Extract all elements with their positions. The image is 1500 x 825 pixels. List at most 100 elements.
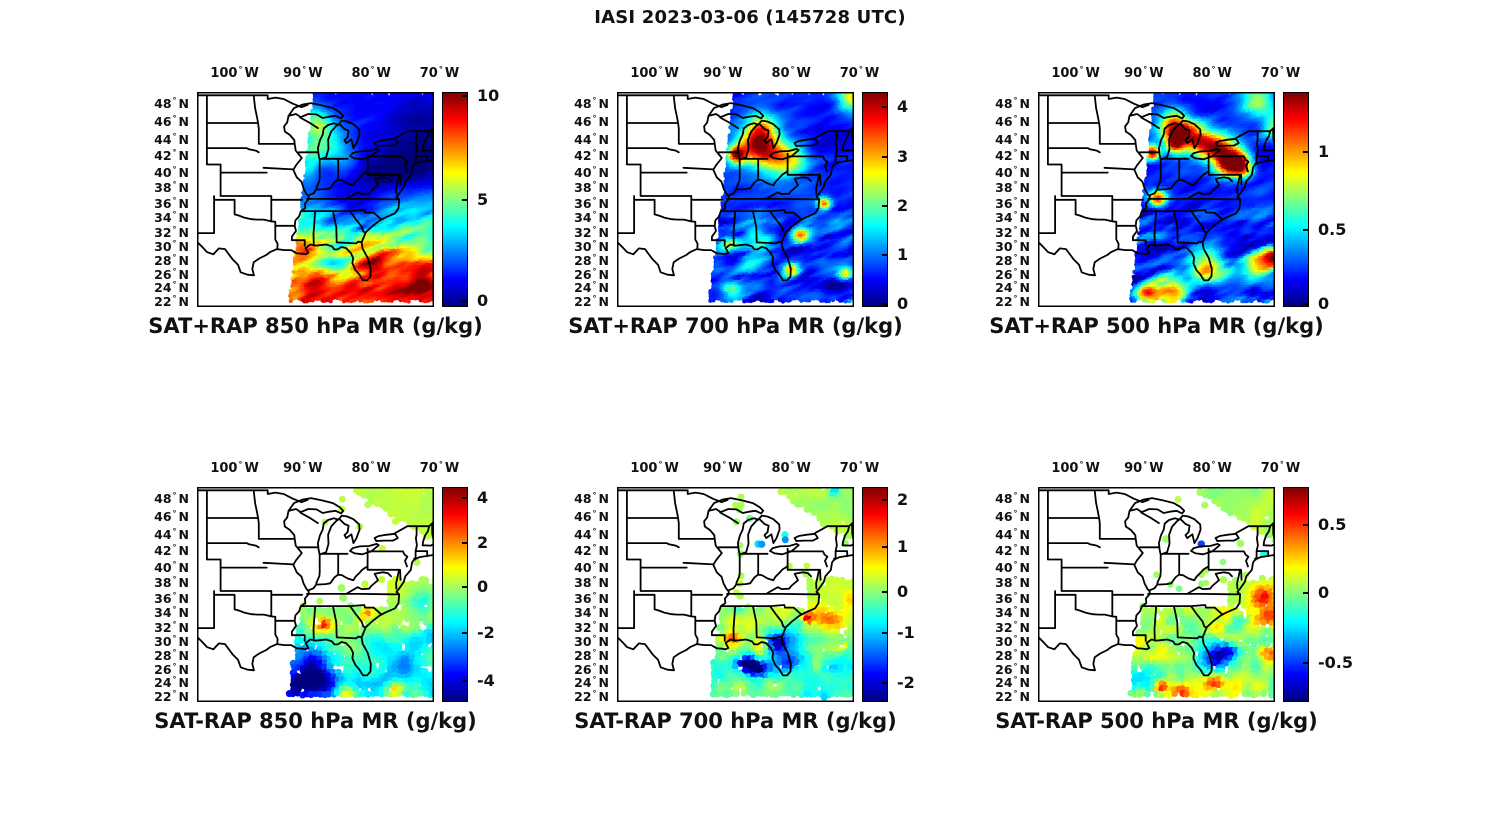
colorbar-tick-label: 0	[1318, 293, 1330, 313]
lat-tick-label: 30° N	[574, 634, 609, 650]
lat-tick-label: 28° N	[574, 253, 609, 269]
panel-title: SAT+RAP 700 hPa MR (g/kg)	[568, 314, 903, 338]
lat-tick-label: 22° N	[995, 688, 1030, 704]
lat-tick-label: 30° N	[154, 239, 189, 255]
lon-tick-label: 90° W	[1124, 65, 1164, 81]
lat-tick-label: 36° N	[574, 195, 609, 211]
lat-tick-label: 34° N	[995, 605, 1030, 621]
lat-tick-label: 48° N	[154, 491, 189, 507]
lat-tick-label: 42° N	[574, 543, 609, 559]
lat-tick-label: 24° N	[995, 280, 1030, 296]
colorbar-tick-label: 0	[897, 293, 909, 313]
lat-tick-label: 48° N	[995, 491, 1030, 507]
colorbar-tick-label: 1	[897, 245, 909, 265]
lon-tick-label: 100° W	[630, 460, 679, 476]
colorbar-tick-label: -1	[897, 623, 915, 643]
colorbar-tick-label: 4	[477, 487, 489, 507]
colorbar-tick-label: 2	[897, 489, 909, 509]
lat-tick-label: 26° N	[154, 266, 189, 282]
lat-tick-label: 40° N	[995, 559, 1030, 575]
lat-tick-label: 26° N	[574, 266, 609, 282]
lon-tick-label: 90° W	[1124, 460, 1164, 476]
colorbar-tick-label: 0.5	[1318, 219, 1347, 239]
lon-tick-label: 80° W	[351, 65, 391, 81]
lat-tick-label: 34° N	[154, 605, 189, 621]
colorbar-tick-label: 0	[477, 290, 489, 310]
lat-tick-label: 26° N	[154, 661, 189, 677]
lat-tick-label: 44° N	[154, 526, 189, 542]
state-boundaries-map	[617, 487, 854, 702]
lat-tick-label: 42° N	[154, 543, 189, 559]
lat-tick-label: 32° N	[154, 225, 189, 241]
lat-tick-label: 32° N	[995, 225, 1030, 241]
panel-title: SAT+RAP 500 hPa MR (g/kg)	[989, 314, 1324, 338]
lat-tick-label: 36° N	[995, 195, 1030, 211]
colorbar-tick-mark	[1303, 662, 1308, 665]
lat-tick-label: 22° N	[154, 293, 189, 309]
colorbar-tick-label: -0.5	[1318, 653, 1353, 673]
lon-tick-label: 70° W	[839, 460, 880, 476]
colorbar	[862, 92, 888, 307]
state-boundaries-map	[197, 92, 434, 307]
lat-tick-label: 42° N	[574, 148, 609, 164]
colorbar-tick-mark	[882, 254, 887, 257]
lat-tick-label: 36° N	[154, 590, 189, 606]
lat-tick-label: 36° N	[574, 590, 609, 606]
colorbar-tick-mark	[882, 106, 887, 109]
lat-tick-label: 24° N	[574, 675, 609, 691]
lat-tick-label: 36° N	[995, 590, 1030, 606]
colorbar-tick-label: -2	[477, 623, 495, 643]
lat-tick-label: 30° N	[995, 634, 1030, 650]
lat-tick-label: 44° N	[995, 526, 1030, 542]
map-panel	[197, 92, 434, 307]
panel-title: SAT-RAP 500 hPa MR (g/kg)	[995, 709, 1318, 733]
lat-tick-label: 38° N	[995, 180, 1030, 196]
colorbar	[1283, 487, 1309, 702]
lat-tick-label: 30° N	[995, 239, 1030, 255]
lat-tick-label: 40° N	[154, 164, 189, 180]
lat-tick-label: 22° N	[574, 293, 609, 309]
colorbar-tick-label: 0	[897, 582, 909, 602]
colorbar-tick-mark	[1303, 592, 1308, 595]
colorbar-tick-label: 0	[477, 576, 489, 596]
lon-tick-label: 80° W	[1192, 65, 1232, 81]
colorbar-tick-mark	[882, 546, 887, 549]
lon-tick-label: 100° W	[630, 65, 679, 81]
lat-tick-label: 24° N	[995, 675, 1030, 691]
colorbar-tick-label: 2	[477, 532, 489, 552]
colorbar	[862, 487, 888, 702]
lat-tick-label: 32° N	[995, 620, 1030, 636]
map-panel	[617, 92, 854, 307]
lat-tick-label: 28° N	[154, 648, 189, 664]
lat-tick-label: 42° N	[154, 148, 189, 164]
colorbar-tick-label: 0.5	[1318, 514, 1347, 534]
colorbar-tick-mark	[882, 632, 887, 635]
lat-tick-label: 24° N	[154, 280, 189, 296]
lon-tick-label: 90° W	[283, 65, 323, 81]
lat-tick-label: 28° N	[995, 253, 1030, 269]
lat-tick-label: 30° N	[574, 239, 609, 255]
lat-tick-label: 42° N	[995, 543, 1030, 559]
lat-tick-label: 32° N	[574, 620, 609, 636]
panel-title: SAT-RAP 850 hPa MR (g/kg)	[154, 709, 477, 733]
colorbar-tick-mark	[462, 541, 467, 544]
colorbar-tick-mark	[462, 299, 467, 302]
lat-tick-label: 30° N	[154, 634, 189, 650]
colorbar-tick-label: 4	[897, 97, 909, 117]
colorbar-tick-label: 10	[477, 86, 500, 106]
lat-tick-label: 34° N	[154, 210, 189, 226]
lat-tick-label: 44° N	[574, 526, 609, 542]
colorbar-tick-label: 2	[897, 195, 909, 215]
colorbar-tick-mark	[462, 679, 467, 682]
lat-tick-label: 40° N	[574, 164, 609, 180]
lon-tick-label: 80° W	[1192, 460, 1232, 476]
lat-tick-label: 40° N	[154, 559, 189, 575]
lat-tick-label: 22° N	[154, 688, 189, 704]
lon-tick-label: 70° W	[1260, 65, 1301, 81]
lat-tick-label: 34° N	[995, 210, 1030, 226]
lon-tick-label: 80° W	[351, 460, 391, 476]
lat-tick-label: 26° N	[574, 661, 609, 677]
lat-tick-label: 28° N	[995, 648, 1030, 664]
colorbar-tick-label: 0	[1318, 583, 1330, 603]
map-panel	[1038, 92, 1275, 307]
